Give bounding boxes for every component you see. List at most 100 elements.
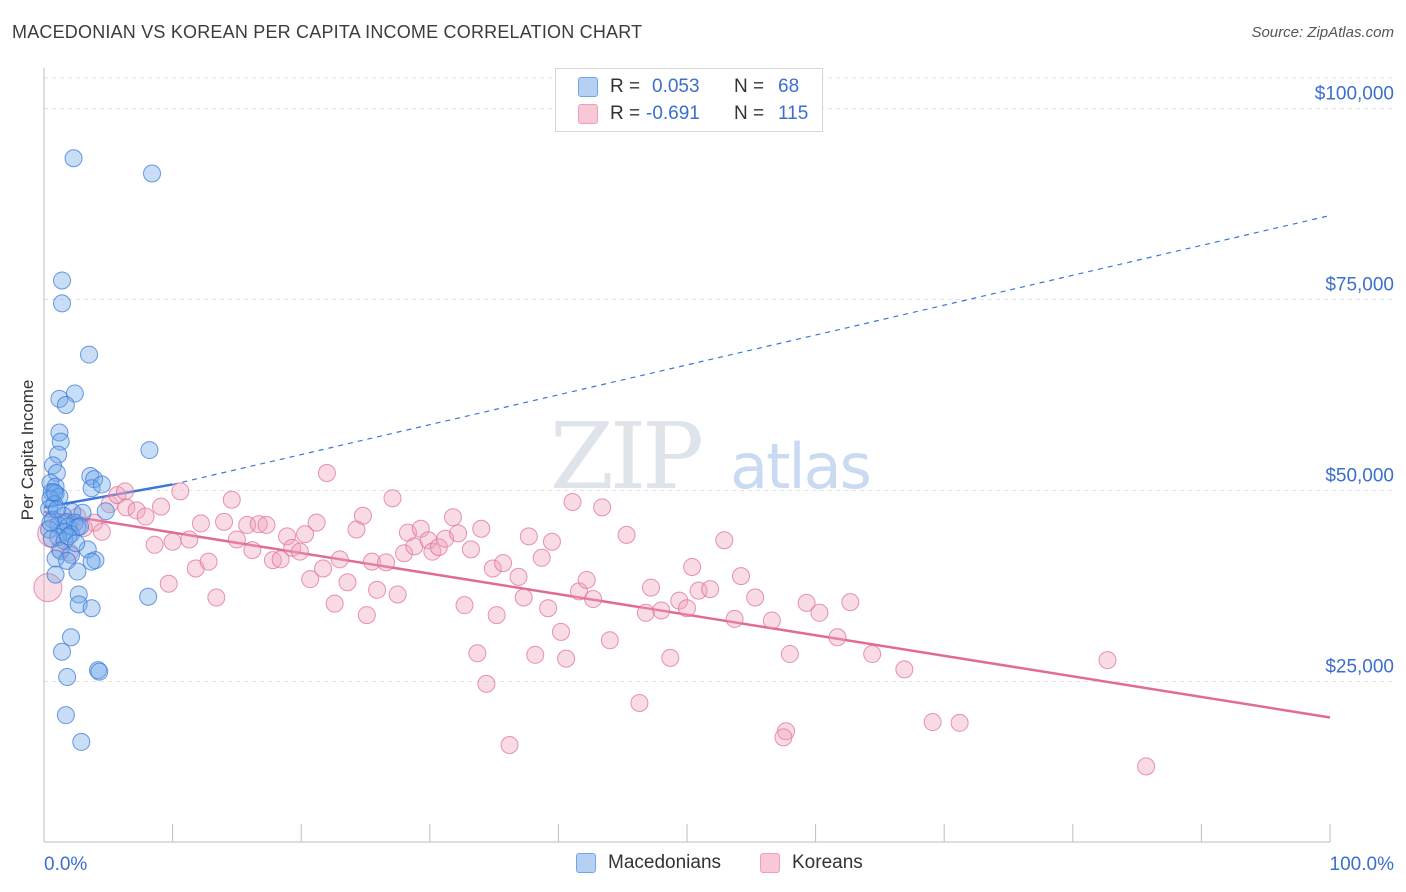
point-macedonians xyxy=(139,587,158,606)
legend-swatch-macedonians xyxy=(576,853,596,873)
point-koreans xyxy=(271,550,290,569)
point-koreans xyxy=(314,559,333,578)
point-koreans xyxy=(636,603,655,622)
point-koreans xyxy=(455,596,474,615)
point-koreans xyxy=(1137,757,1156,776)
point-koreans xyxy=(263,551,282,570)
point-macedonians xyxy=(41,513,60,532)
point-macedonians xyxy=(64,149,83,168)
point-koreans xyxy=(557,649,576,668)
point-koreans xyxy=(895,660,914,679)
point-macedonians xyxy=(49,445,68,464)
point-koreans xyxy=(92,522,111,541)
point-macedonians xyxy=(72,732,91,751)
point-koreans xyxy=(307,513,326,532)
point-koreans xyxy=(923,713,942,732)
point-koreans xyxy=(810,603,829,622)
point-koreans xyxy=(780,645,799,664)
point-koreans xyxy=(526,645,545,664)
point-koreans xyxy=(500,735,519,754)
legend-r-value: 0.053 xyxy=(652,76,700,97)
point-macedonians xyxy=(69,585,88,604)
chart-title: MACEDONIAN VS KOREAN PER CAPITA INCOME C… xyxy=(12,22,643,42)
legend-item-macedonians[interactable]: Macedonians xyxy=(576,852,721,874)
point-macedonians xyxy=(45,483,64,502)
point-macedonians xyxy=(46,565,65,584)
point-koreans xyxy=(762,611,781,630)
point-koreans xyxy=(715,531,734,550)
point-koreans xyxy=(171,482,190,501)
point-macedonians xyxy=(50,423,69,442)
point-koreans xyxy=(296,525,315,544)
point-koreans xyxy=(423,542,442,561)
point-koreans xyxy=(1098,651,1117,670)
point-koreans xyxy=(207,588,226,607)
point-macedonians xyxy=(53,294,72,313)
point-koreans xyxy=(301,570,320,589)
y-tick-label: $25,000 xyxy=(1325,657,1394,678)
point-koreans xyxy=(368,580,387,599)
point-koreans xyxy=(191,514,210,533)
point-koreans xyxy=(353,506,372,525)
point-koreans xyxy=(600,631,619,650)
legend-row-macedonians: R = 0.053 N = 68 xyxy=(578,74,799,100)
watermark-atlas: atlas xyxy=(730,430,870,503)
point-macedonians xyxy=(92,475,111,494)
point-macedonians xyxy=(68,562,87,581)
point-koreans xyxy=(163,532,182,551)
point-koreans xyxy=(514,588,533,607)
point-koreans xyxy=(127,501,146,520)
watermark-zip: ZIP xyxy=(550,403,701,510)
y-tick-label: $75,000 xyxy=(1325,275,1394,296)
point-macedonians xyxy=(47,463,66,482)
point-koreans xyxy=(325,594,344,613)
legend-label-macedonians: Macedonians xyxy=(608,852,722,873)
point-koreans xyxy=(472,519,491,538)
point-koreans xyxy=(243,541,262,560)
point-macedonians xyxy=(90,662,109,681)
point-macedonians xyxy=(56,395,75,414)
point-koreans xyxy=(509,567,528,586)
point-koreans xyxy=(617,525,636,544)
point-macedonians xyxy=(46,549,65,568)
legend-item-koreans[interactable]: Koreans xyxy=(760,852,863,874)
point-koreans xyxy=(539,599,558,618)
point-koreans xyxy=(330,550,349,569)
series-legend: Macedonians Koreans xyxy=(0,852,1406,878)
point-koreans xyxy=(661,648,680,667)
legend-n-label: N = xyxy=(734,103,765,124)
point-macedonians xyxy=(73,503,92,522)
point-koreans xyxy=(85,513,104,532)
point-macedonians xyxy=(53,642,72,661)
point-koreans xyxy=(395,544,414,563)
point-koreans xyxy=(487,606,506,625)
point-macedonians xyxy=(140,441,159,460)
point-macedonians xyxy=(71,517,90,536)
point-koreans xyxy=(519,527,538,546)
point-koreans xyxy=(145,535,164,554)
point-macedonians xyxy=(47,500,66,519)
tick-labels: $25,000 $50,000 $75,000 $100,000 0.0% 100.0% xyxy=(44,84,1394,875)
point-koreans xyxy=(257,515,276,534)
point-koreans xyxy=(357,606,376,625)
gridlines xyxy=(44,77,1394,683)
point-koreans xyxy=(551,622,570,641)
point-koreans xyxy=(468,644,487,663)
point-koreans xyxy=(136,507,155,526)
data-points xyxy=(33,149,1156,776)
point-macedonians xyxy=(96,502,115,521)
point-koreans xyxy=(670,591,689,610)
correlation-legend: R = 0.053 N = 68 R = -0.691 N = 115 xyxy=(555,68,823,132)
legend-row-koreans: R = -0.691 N = 115 xyxy=(578,101,808,127)
point-koreans xyxy=(542,532,561,551)
point-koreans xyxy=(477,674,496,693)
point-macedonians xyxy=(82,599,101,618)
point-koreans xyxy=(383,489,402,508)
point-koreans xyxy=(362,552,381,571)
point-koreans xyxy=(117,498,136,517)
point-koreans xyxy=(152,497,171,516)
point-koreans xyxy=(532,548,551,567)
point-koreans xyxy=(494,554,513,573)
y-tick-label: $100,000 xyxy=(1315,84,1394,105)
